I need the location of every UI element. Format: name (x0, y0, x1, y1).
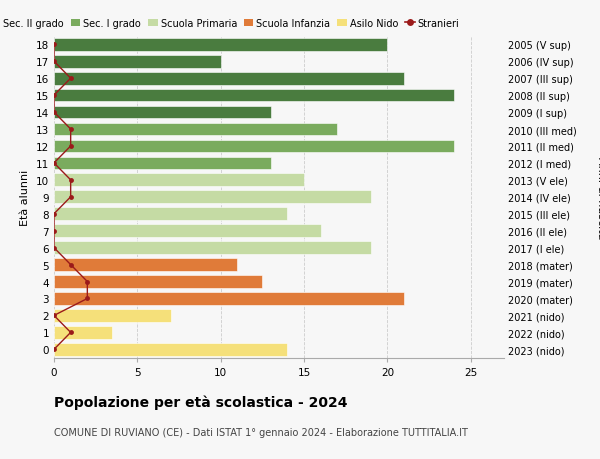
Bar (54, 275, 262, 288)
Bar (54, 174, 304, 187)
Bar (54, 123, 337, 136)
Text: Popolazione per età scolastica - 2024: Popolazione per età scolastica - 2024 (54, 395, 347, 409)
Bar (54, 191, 371, 204)
Bar (54, 259, 238, 271)
Legend: Sec. II grado, Sec. I grado, Scuola Primaria, Scuola Infanzia, Asilo Nido, Stran: Sec. II grado, Sec. I grado, Scuola Prim… (0, 19, 460, 28)
Bar (54, 140, 454, 153)
Bar (54, 292, 404, 305)
Bar (54, 90, 454, 102)
Bar (54, 225, 320, 238)
Bar (54, 39, 388, 51)
Bar (54, 157, 271, 170)
Bar (54, 343, 287, 356)
Bar (54, 106, 271, 119)
Bar (54, 73, 404, 85)
Bar (54, 309, 170, 322)
Bar (54, 242, 371, 254)
Bar (54, 208, 287, 221)
Text: COMUNE DI RUVIANO (CE) - Dati ISTAT 1° gennaio 2024 - Elaborazione TUTTITALIA.IT: COMUNE DI RUVIANO (CE) - Dati ISTAT 1° g… (54, 427, 468, 437)
Y-axis label: Anni di nascita: Anni di nascita (596, 156, 600, 239)
Bar (54, 326, 112, 339)
Y-axis label: Età alunni: Età alunni (20, 169, 31, 225)
Bar (54, 56, 221, 68)
